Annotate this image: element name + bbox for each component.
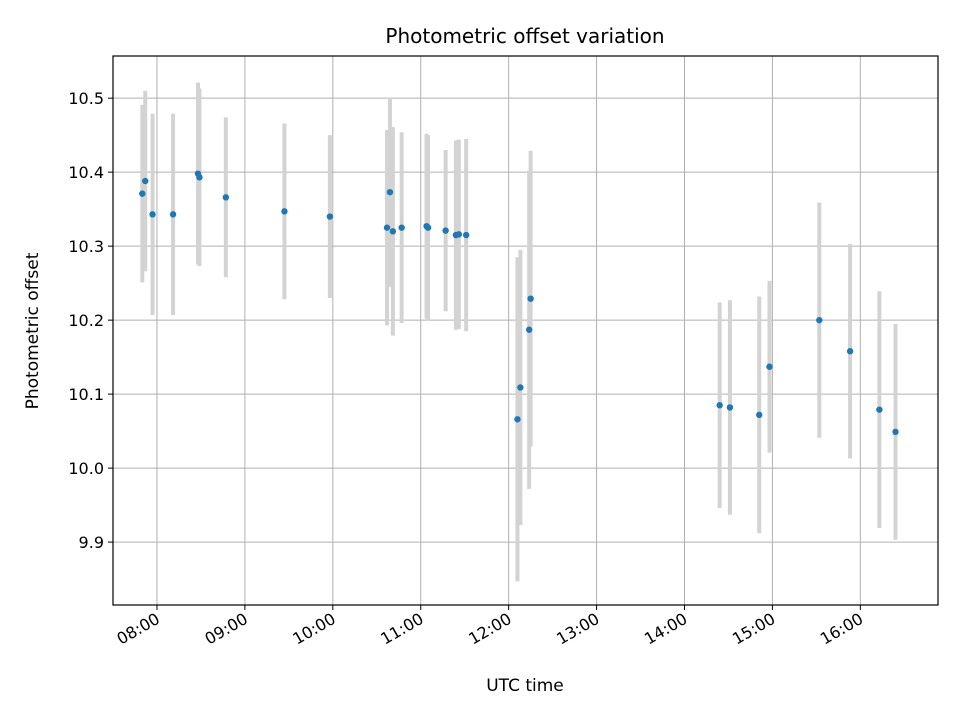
data-point (386, 188, 394, 196)
plot-area-frame (112, 55, 939, 606)
y-tick-label: 10.1 (68, 385, 104, 404)
data-point (525, 326, 533, 333)
data-point (514, 416, 521, 423)
data-point (716, 402, 723, 409)
y-tick-label: 10.2 (68, 311, 104, 330)
data-points (139, 170, 899, 436)
chart-title: Photometric offset variation (385, 24, 664, 48)
data-point (517, 384, 524, 391)
data-point (424, 224, 432, 231)
y-axis-label: Photometric offset (23, 252, 43, 409)
data-point (142, 177, 149, 185)
data-point (222, 194, 230, 201)
grid (113, 56, 938, 605)
data-point (169, 211, 177, 218)
data-point (527, 295, 534, 302)
data-point (876, 406, 883, 413)
data-point (326, 213, 334, 220)
y-axis-ticks: 9.9 10.0 10.1 10.2 10.3 10.4 10.5 (68, 89, 113, 552)
y-tick-label: 10.4 (68, 163, 104, 182)
data-point (149, 211, 156, 218)
y-tick-label: 10.5 (68, 89, 104, 108)
data-point (389, 228, 397, 235)
data-point (756, 411, 763, 419)
x-axis-label: UTC time (486, 676, 564, 696)
data-point (816, 316, 823, 324)
data-point (281, 208, 288, 215)
y-tick-label: 10.3 (68, 237, 104, 256)
y-tick-label: 10.0 (68, 459, 104, 478)
data-point (383, 224, 391, 231)
data-point (766, 363, 773, 370)
data-point (846, 348, 854, 355)
data-point (455, 231, 463, 238)
data-point (398, 224, 405, 231)
data-point (726, 404, 734, 411)
data-point (462, 231, 470, 239)
y-tick-label: 9.9 (79, 533, 104, 552)
data-point (892, 428, 899, 436)
data-point (196, 174, 203, 181)
data-point (139, 190, 146, 197)
data-point (442, 227, 449, 234)
